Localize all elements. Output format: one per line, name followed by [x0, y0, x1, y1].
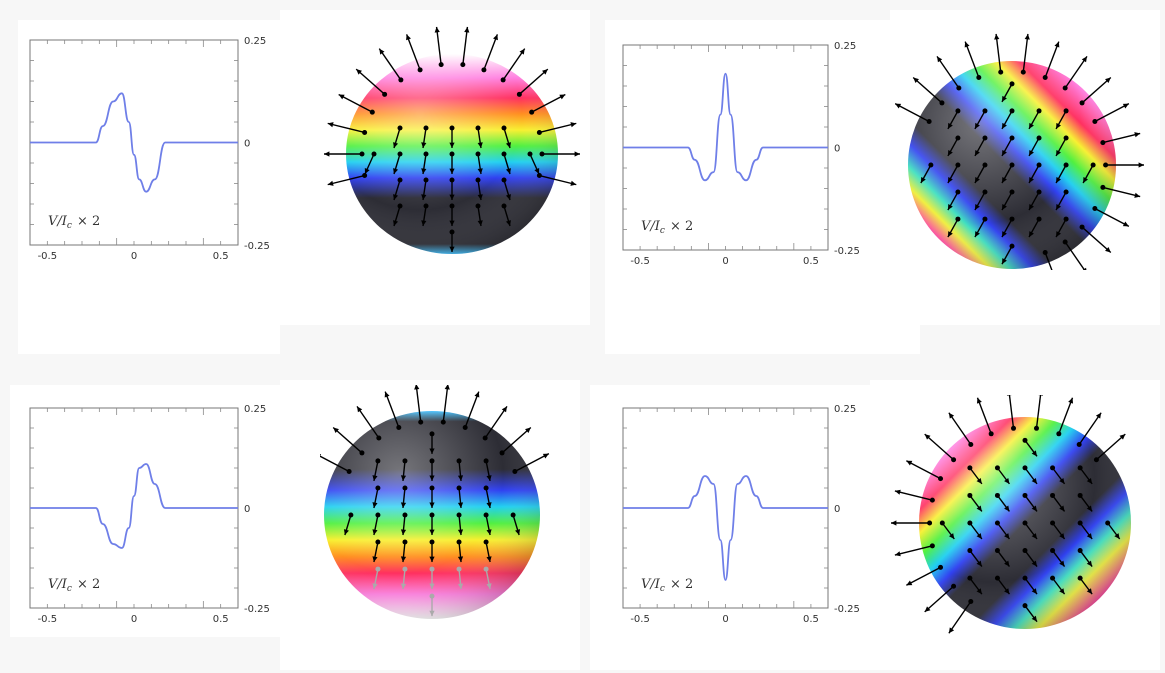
field-arrow [442, 385, 449, 423]
field-arrow [327, 174, 365, 186]
field-arrow [514, 453, 550, 473]
field-arrow [995, 33, 1002, 73]
y-tick-label: 0 [244, 504, 250, 515]
field-arrow [1102, 186, 1141, 198]
field-arrow [531, 93, 566, 113]
field-arrow [1064, 241, 1086, 270]
y-tick-label: 0 [244, 139, 250, 150]
field-arrow [912, 76, 943, 104]
field-arrow [906, 460, 941, 480]
magnetic-sphere-3 [320, 385, 550, 619]
y-tick-label: 0.25 [244, 36, 266, 47]
field-arrow [464, 391, 480, 428]
field-arrow [327, 122, 365, 134]
field-arrow [502, 48, 526, 81]
field-arrow [378, 48, 402, 81]
field-arrow [1102, 132, 1141, 144]
magnetic-sphere-2 [895, 33, 1144, 270]
x-tick-label: -0.5 [630, 256, 650, 267]
field-arrow [1022, 33, 1029, 73]
field-arrow [964, 41, 980, 78]
y-tick-label: -0.25 [244, 241, 270, 252]
field-arrow [462, 26, 469, 65]
field-arrow [948, 601, 972, 634]
field-arrow [355, 68, 386, 95]
field-arrow [1081, 76, 1112, 104]
field-arrow [518, 68, 549, 95]
x-tick-label: -0.5 [630, 614, 650, 625]
x-tick-label: 0 [131, 251, 137, 262]
field-arrows [320, 385, 550, 617]
y-tick-label: -0.25 [244, 604, 270, 615]
field-arrow [435, 26, 442, 65]
vprofile-panel-4: -0.5 0 0.5 0.25 0 -0.25 V/Ic × 2 [622, 404, 860, 625]
vprofile-line [623, 475, 828, 581]
field-arrow [894, 545, 933, 556]
vprofile-line [30, 463, 238, 549]
field-arrow [976, 397, 992, 435]
field-arrow [501, 426, 532, 454]
field-arrow [1094, 207, 1130, 227]
field-arrow [539, 122, 577, 134]
x-tick-label: 0.5 [213, 251, 229, 262]
field-arrow [384, 391, 400, 428]
magnetic-sphere-1 [324, 26, 580, 254]
field-arrow [906, 566, 941, 586]
x-tick-label: 0.5 [213, 614, 229, 625]
y-tick-label: 0 [834, 504, 840, 515]
x-tick-label: 0.5 [803, 256, 819, 267]
field-arrow [1008, 395, 1015, 429]
field-arrow [356, 405, 380, 439]
field-arrows [891, 395, 1126, 634]
x-tick-label: -0.5 [38, 614, 58, 625]
x-tick-label: -0.5 [38, 251, 58, 262]
x-tick-label: 0 [722, 256, 728, 267]
field-arrow [405, 34, 421, 71]
field-arrow [483, 34, 499, 71]
plot-inner-label: V/Ic × 2 [641, 577, 693, 594]
field-arrow [1095, 433, 1126, 461]
vprofile-panel-3: -0.5 0 0.5 0.25 0 -0.25 V/Ic × 2 [29, 404, 270, 625]
y-tick-label: 0.25 [244, 404, 266, 415]
field-arrow [1081, 226, 1112, 254]
field-arrow [894, 490, 933, 501]
vprofile-panel-1: -0.5 0 0.5 0.25 0 -0.25 V/Ic × 2 [29, 36, 270, 262]
vprofile-line [30, 92, 238, 193]
field-arrow [948, 412, 972, 445]
field-arrow [895, 103, 930, 123]
field-arrow [332, 426, 363, 454]
field-arrow [1058, 397, 1074, 435]
field-arrow [1044, 41, 1060, 78]
field-arrow [415, 385, 422, 423]
field-arrow [320, 455, 350, 473]
x-tick-label: 0 [722, 614, 728, 625]
field-arrow [1044, 252, 1053, 270]
plot-inner-label: V/Ic × 2 [641, 219, 693, 236]
field-arrows [895, 33, 1144, 270]
field-arrow [484, 405, 508, 439]
field-arrow [1078, 412, 1102, 445]
field-arrow [338, 93, 373, 113]
field-arrow [1035, 395, 1042, 429]
magnetic-sphere-4 [891, 395, 1131, 634]
field-arrow [924, 433, 955, 461]
y-tick-label: -0.25 [834, 246, 860, 257]
plot-inner-label: V/Ic × 2 [48, 214, 100, 231]
y-tick-label: 0 [834, 144, 840, 155]
field-arrow [1094, 103, 1130, 123]
field-arrow [1064, 55, 1088, 89]
x-tick-label: 0 [131, 614, 137, 625]
field-arrow [936, 55, 960, 89]
field-arrow [924, 585, 955, 613]
y-tick-label: 0.25 [834, 404, 856, 415]
field-arrow [539, 174, 577, 186]
vprofile-panel-2: -0.5 0 0.5 0.25 0 -0.25 V/Ic × 2 [622, 41, 860, 267]
y-tick-label: 0.25 [834, 41, 856, 52]
vprofile-line [623, 72, 828, 182]
field-arrows [324, 26, 580, 252]
x-tick-label: 0.5 [803, 614, 819, 625]
y-tick-label: -0.25 [834, 604, 860, 615]
plot-inner-label: V/Ic × 2 [48, 577, 100, 594]
